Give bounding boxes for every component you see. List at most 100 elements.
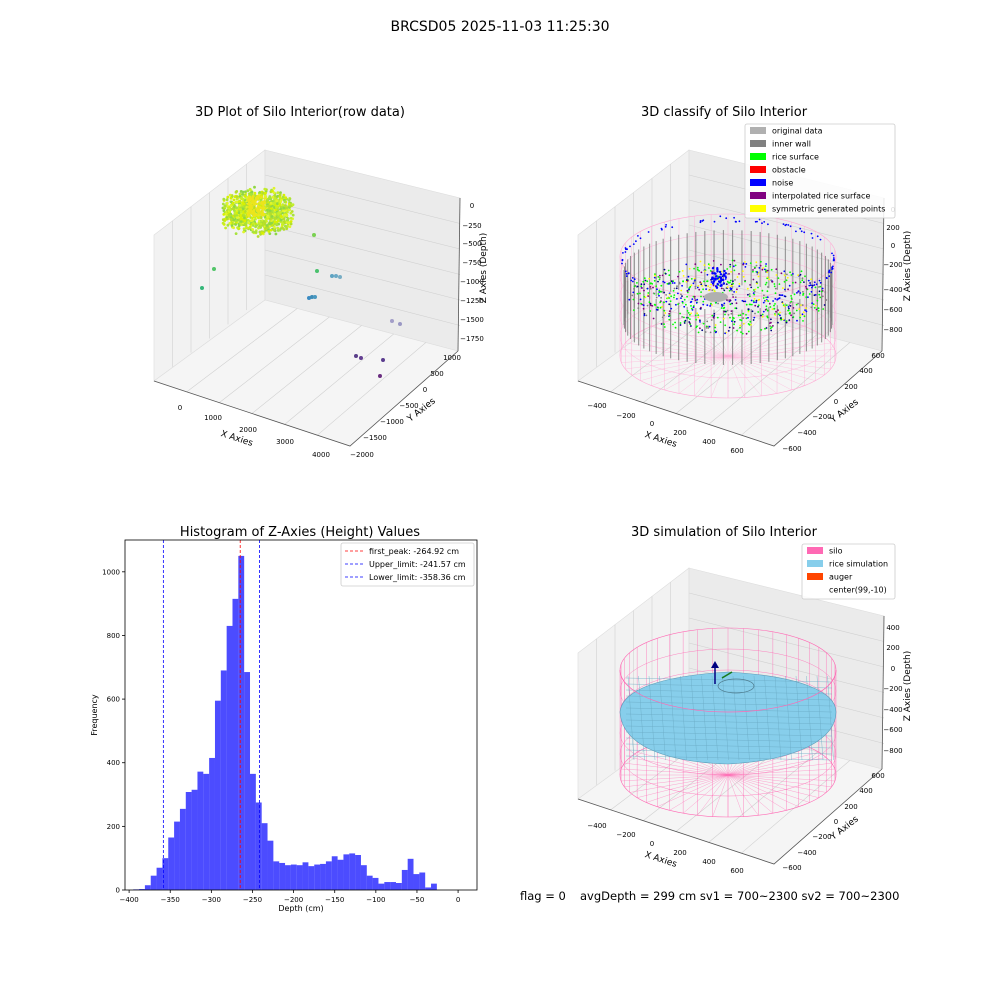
surface-point [709, 270, 712, 272]
y-tick-label: 0 [834, 398, 838, 406]
surface-point [789, 271, 791, 274]
surface-point [728, 326, 731, 329]
scatter-point [289, 220, 293, 223]
scatter-point [247, 214, 251, 218]
scatter-point [247, 221, 251, 225]
surface-point [642, 304, 645, 307]
surface-point [754, 266, 756, 269]
histogram-bar [185, 792, 192, 890]
wire-spoke [727, 774, 787, 811]
wire-spoke [727, 355, 831, 370]
surface-point [784, 288, 786, 291]
surface-point [699, 281, 702, 283]
noise-point [722, 282, 726, 285]
surface-point [753, 297, 756, 300]
surface-point [760, 329, 763, 331]
scatter-point [330, 274, 334, 278]
scatter-point [282, 206, 286, 210]
surface-point [668, 318, 671, 321]
wire-spoke [621, 774, 729, 782]
scatter-point [229, 196, 233, 200]
histogram-bar [285, 865, 291, 890]
surface-point [745, 317, 748, 320]
surface-point [813, 294, 816, 297]
surface-point [641, 287, 643, 289]
noise-point [811, 286, 813, 289]
surface-point [649, 282, 652, 285]
surface-point [819, 296, 822, 299]
surface-point [708, 325, 711, 328]
scatter-point [281, 226, 284, 230]
surface-point [722, 304, 725, 307]
noise-point [680, 297, 682, 299]
surface-point [723, 289, 726, 292]
noise-point [832, 265, 834, 268]
histogram-bar [250, 773, 256, 890]
surface-point [648, 301, 651, 304]
surface-point [755, 261, 758, 264]
wire-spoke [712, 774, 729, 817]
scatter-point [234, 190, 238, 194]
noise-point [828, 270, 830, 273]
surface-point [688, 267, 691, 270]
surface-point [736, 329, 738, 332]
histogram-bar [378, 883, 385, 890]
grid-line [264, 274, 461, 326]
surface-point [663, 326, 666, 328]
surface-point [726, 280, 729, 283]
histogram-bar [355, 855, 361, 890]
surface-point [732, 327, 735, 329]
surface-point [757, 305, 759, 308]
surface-point [746, 287, 749, 290]
surface-point [799, 316, 801, 319]
x-tick-label: 400 [702, 438, 715, 446]
surface-point [632, 309, 635, 311]
surface-point [742, 262, 745, 265]
noise-point [714, 278, 717, 281]
scatter-point [251, 228, 255, 231]
scatter-point [274, 232, 278, 236]
surface-point [752, 269, 754, 271]
z-tick-label: −1250 [460, 297, 484, 305]
surface-point [748, 303, 751, 306]
surface-point [802, 311, 805, 314]
surface-point [742, 275, 745, 278]
scatter-point [254, 230, 258, 234]
surface-point [730, 270, 732, 273]
surface-point [749, 262, 752, 265]
scatter-point [268, 221, 271, 225]
legend: original data inner wall rice surface obsta… [744, 123, 896, 219]
mesh-line [625, 731, 833, 737]
histogram-bar [349, 853, 356, 890]
noise-point [754, 220, 757, 223]
tick-labels: 0100020003000400010005000−500−1000−1500−… [178, 202, 484, 459]
scatter-point [288, 225, 292, 229]
scatter-point [262, 220, 266, 224]
histogram-bar [296, 865, 303, 890]
scatter-point [354, 354, 358, 358]
surface-point [705, 284, 707, 287]
noise-point [719, 276, 723, 279]
surface-point [646, 280, 649, 283]
scatter-point [212, 267, 216, 271]
legend-label: first_peak: -264.92 cm [369, 547, 459, 556]
surface-point [805, 307, 807, 309]
surface-point [690, 305, 692, 307]
scatter-point [248, 187, 252, 191]
scatter-point [227, 213, 231, 217]
wire-spoke [727, 355, 825, 376]
surface-point [672, 280, 675, 283]
noise-point [711, 267, 715, 270]
surface-point [745, 303, 748, 306]
scatter-point [228, 208, 232, 212]
grid-line [708, 751, 818, 843]
surface-point [712, 260, 715, 262]
y-tick-label: −2000 [350, 451, 374, 459]
surface-point [760, 314, 762, 317]
scatter-point [232, 198, 236, 202]
surface-point [810, 290, 813, 293]
surface-point [670, 295, 673, 298]
surface-point [762, 310, 765, 313]
noise-point [741, 299, 744, 302]
z-tick-label: −1000 [460, 278, 484, 286]
